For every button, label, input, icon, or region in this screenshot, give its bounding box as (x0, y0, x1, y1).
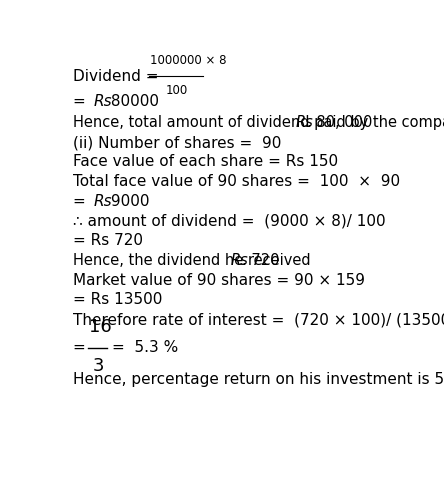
Text: =: = (73, 194, 95, 209)
Text: 1000000 × 8: 1000000 × 8 (150, 54, 226, 66)
Text: Rs: Rs (94, 194, 113, 209)
Text: =: = (73, 340, 85, 355)
Text: Dividend =: Dividend = (73, 68, 163, 84)
Text: Total face value of 90 shares =  100  ×  90: Total face value of 90 shares = 100 × 90 (73, 174, 400, 188)
Text: Therefore rate of interest =  (720 × 100)/ (13500 × 1): Therefore rate of interest = (720 × 100)… (73, 312, 444, 327)
Text: 16: 16 (89, 318, 112, 337)
Text: = Rs 13500: = Rs 13500 (73, 292, 162, 308)
Text: (ii) Number of shares =  90: (ii) Number of shares = 90 (73, 136, 281, 151)
Text: 9000: 9000 (107, 194, 150, 209)
Text: Market value of 90 shares = 90 × 159: Market value of 90 shares = 90 × 159 (73, 273, 365, 288)
Text: . 80, 000: . 80, 000 (307, 115, 372, 130)
Text: Rs: Rs (94, 94, 113, 109)
Text: Rs: Rs (231, 253, 249, 268)
Text: Hence, percentage return on his investment is 5.3%: Hence, percentage return on his investme… (73, 371, 444, 387)
Text: =: = (73, 94, 95, 109)
Text: 100: 100 (166, 84, 188, 96)
Text: = Rs 720: = Rs 720 (73, 233, 143, 248)
Text: . 720: . 720 (242, 253, 280, 268)
Text: ∴ amount of dividend =  (9000 × 8)/ 100: ∴ amount of dividend = (9000 × 8)/ 100 (73, 214, 385, 229)
Text: 80000: 80000 (107, 94, 159, 109)
Text: 3: 3 (92, 357, 104, 375)
Text: Hence, total amount of dividend paid by the company is: Hence, total amount of dividend paid by … (73, 115, 444, 130)
Text: Face value of each share = Rs 150: Face value of each share = Rs 150 (73, 154, 338, 169)
Text: =  5.3 %: = 5.3 % (112, 340, 178, 355)
Text: Hence, the dividend he received: Hence, the dividend he received (73, 253, 315, 268)
Text: Rs: Rs (295, 115, 313, 130)
